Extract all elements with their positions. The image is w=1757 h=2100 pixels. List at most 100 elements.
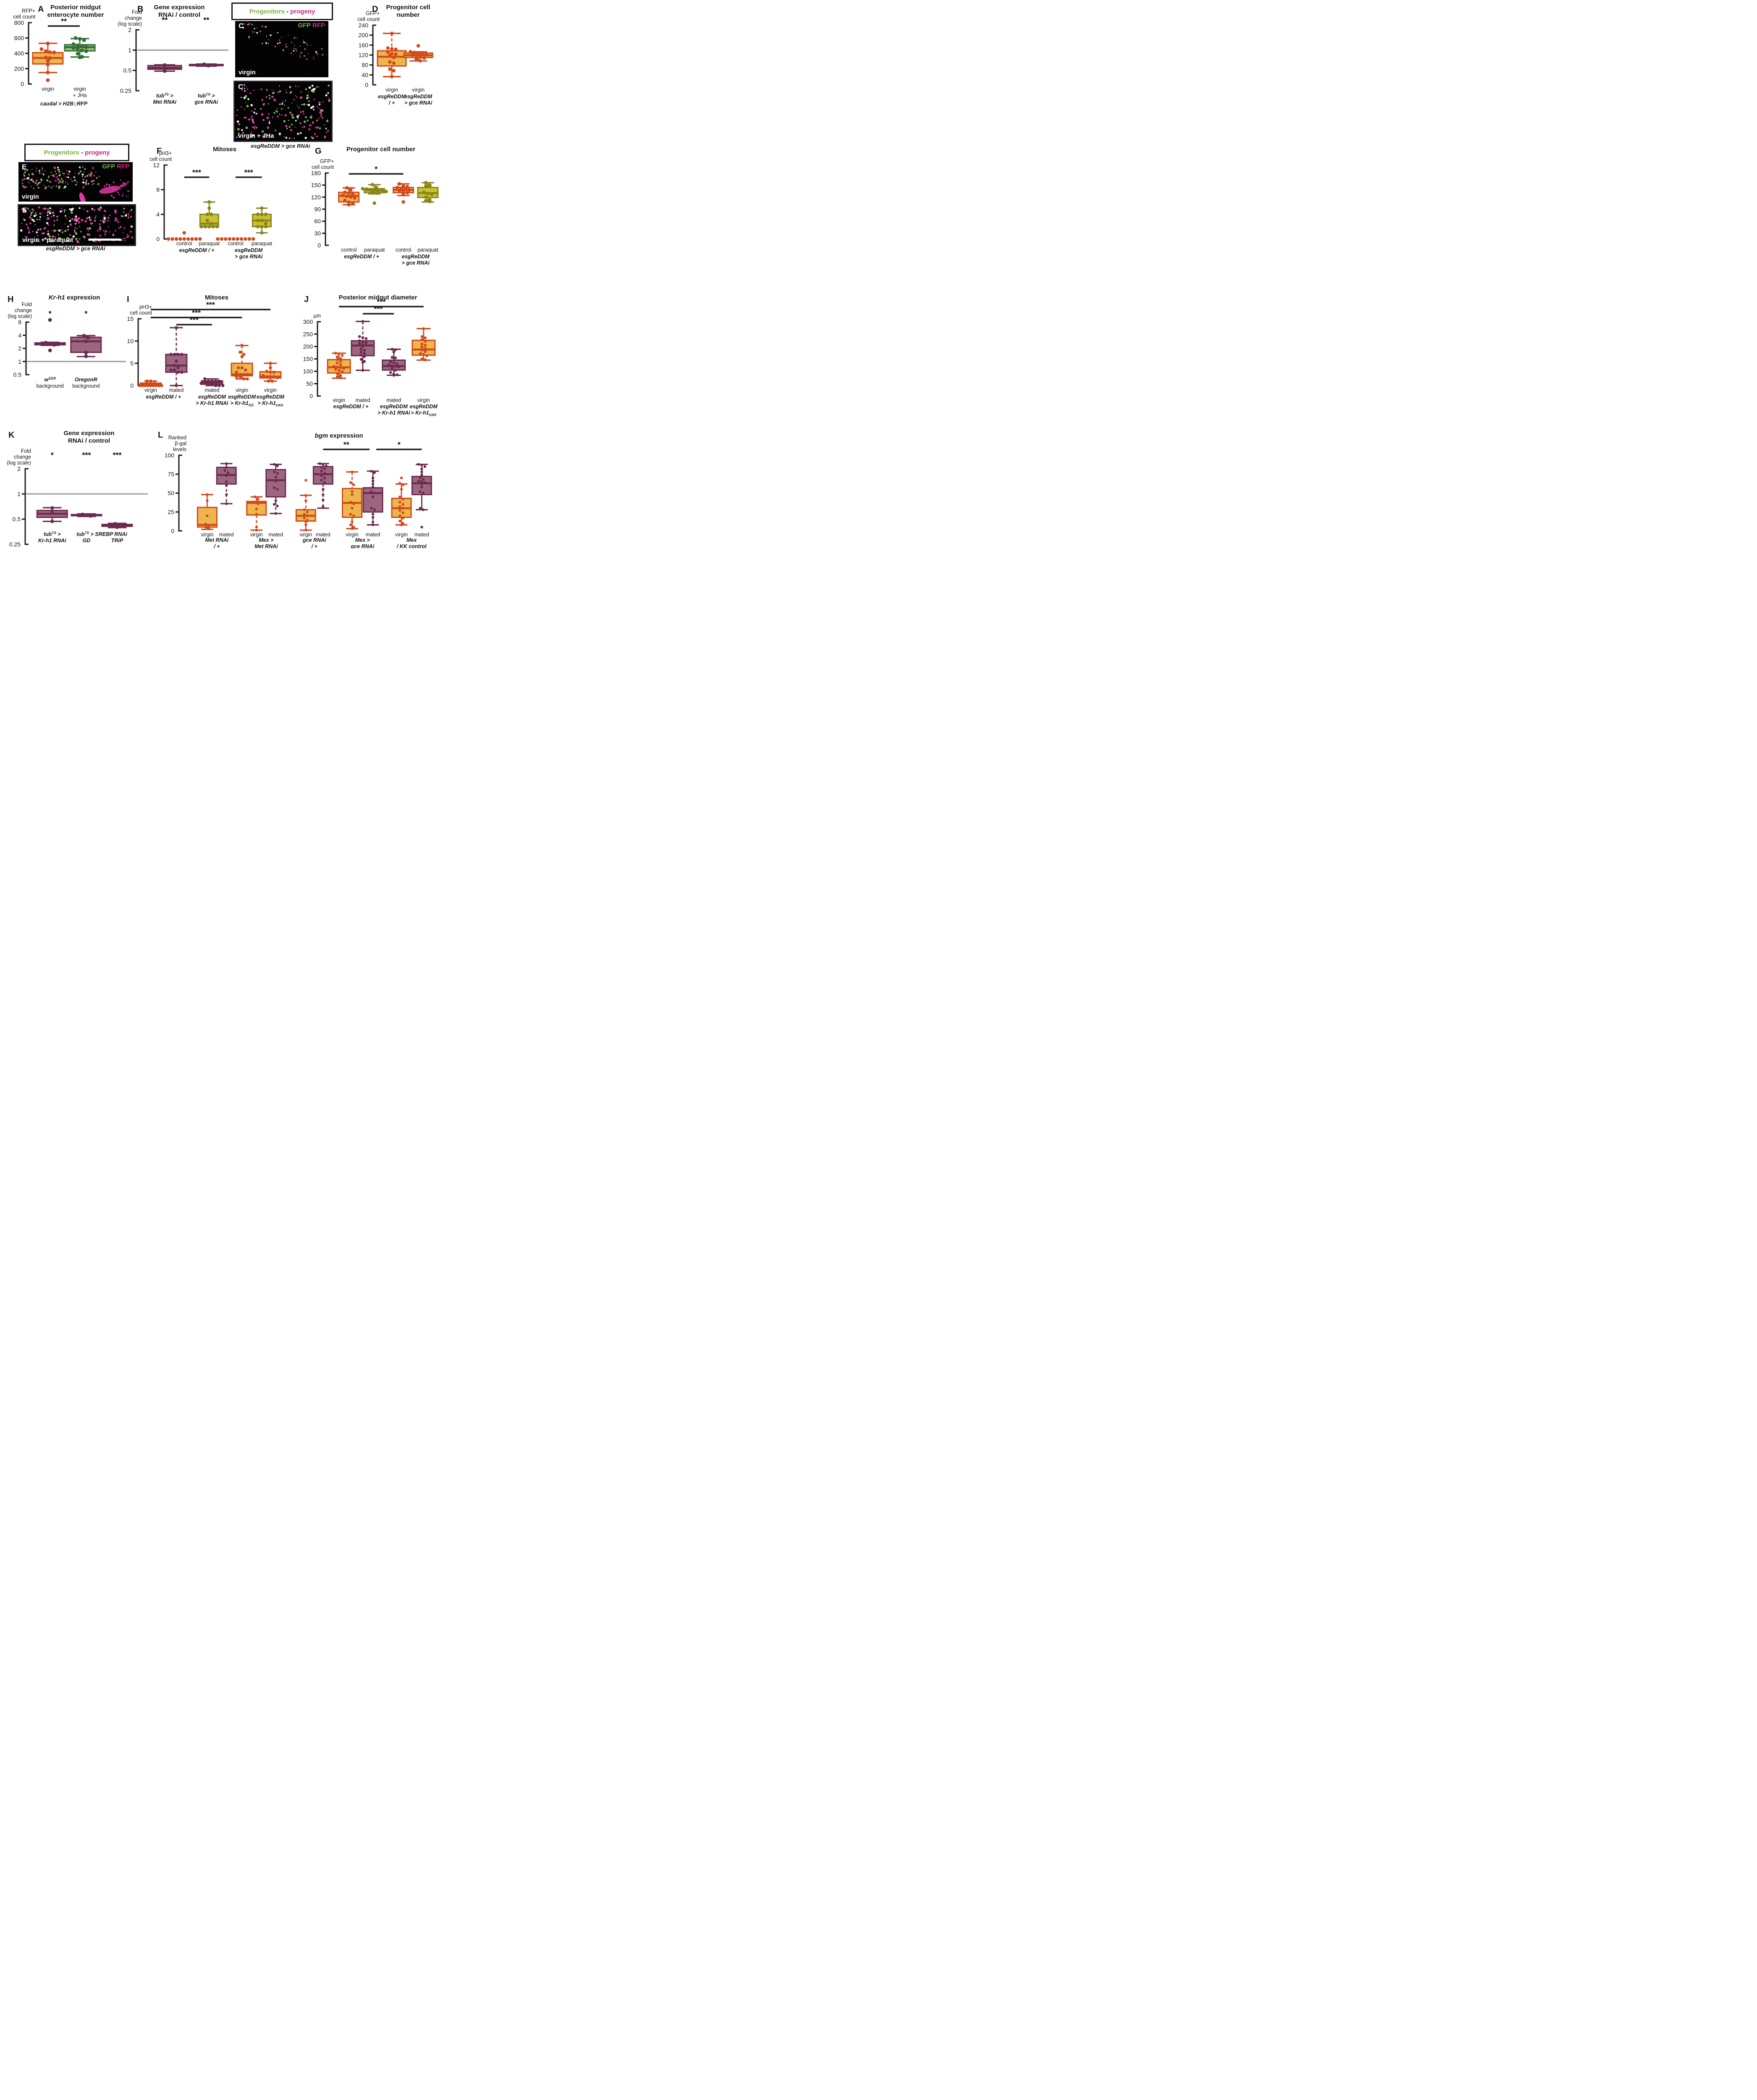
data-point [138, 384, 142, 387]
data-point [420, 464, 423, 467]
micrograph-image-virgin-paraquat: E’ virgin + paraquat [18, 204, 136, 246]
y-tick-label: 180 [311, 170, 321, 176]
data-point [78, 37, 82, 41]
cell-dot [281, 114, 282, 116]
data-point [349, 501, 352, 504]
y-tick-label: 10 [127, 338, 134, 344]
cell-dot [37, 228, 39, 231]
data-point [73, 36, 78, 40]
cell-dot [268, 122, 270, 124]
cell-dot [36, 184, 39, 186]
cell-dot [24, 169, 25, 171]
cell-dot [327, 92, 329, 94]
data-point [320, 466, 323, 469]
cell-dot [288, 137, 291, 139]
cell-dot [302, 39, 304, 41]
data-point [391, 348, 394, 351]
cell-dot [321, 109, 324, 112]
cell-dot [288, 120, 289, 121]
cell-dot [274, 45, 276, 47]
data-point [405, 185, 409, 189]
cell-dot [307, 120, 309, 122]
cell-dot [69, 216, 70, 218]
data-point [260, 206, 264, 210]
cell-dot [242, 131, 244, 134]
box-group [361, 183, 388, 205]
box-group [101, 522, 133, 529]
box-group [351, 320, 375, 372]
cell-dot [255, 113, 257, 115]
cell-dot [90, 172, 93, 175]
cell-dot [65, 215, 66, 217]
cell-dot [291, 137, 293, 139]
cell-dot [56, 219, 58, 221]
cell-dot [93, 209, 95, 211]
data-point [351, 493, 354, 496]
cell-dot [47, 224, 49, 226]
cell-dot [45, 237, 47, 240]
data-point [414, 53, 418, 58]
cell-dot [26, 169, 29, 171]
cell-dot [273, 98, 276, 101]
significance-stars: * [375, 165, 378, 173]
cell-dot [53, 229, 56, 232]
data-point [207, 200, 211, 204]
cell-dot [266, 117, 269, 119]
condition-label: virgin [264, 387, 277, 393]
genotype-label: > Kr-h1GS [230, 400, 254, 407]
cell-dot [126, 234, 128, 236]
cell-dot [246, 86, 247, 87]
micrograph-dots [235, 21, 328, 77]
cell-dot [46, 179, 48, 182]
cell-dot [83, 186, 84, 187]
cell-dot [261, 130, 264, 133]
y-tick-label: 80 [362, 62, 368, 68]
data-point [257, 498, 260, 501]
cell-dot [25, 186, 27, 188]
cell-dot [31, 219, 34, 221]
y-axis-label: cell count [149, 156, 172, 162]
data-point [372, 188, 376, 192]
cell-dot [130, 210, 132, 211]
data-point [48, 342, 52, 346]
data-point [76, 43, 80, 47]
data-point [349, 523, 352, 526]
data-point [365, 344, 368, 347]
y-tick-label: 0.25 [9, 541, 21, 548]
genotype-label: esgReDDM / + [344, 254, 379, 260]
cell-dot [42, 169, 43, 171]
panel-letter: A [38, 5, 44, 14]
progenitors-label: Progenitors [44, 149, 79, 156]
cell-dot [312, 121, 314, 124]
cell-dot [281, 108, 283, 110]
y-tick-label: 300 [303, 318, 313, 325]
cell-dot [289, 111, 292, 114]
data-point [422, 190, 426, 194]
condition-label: control [228, 241, 244, 247]
data-point [422, 327, 425, 330]
data-point [210, 381, 214, 385]
cell-dot [313, 58, 315, 60]
cell-dot [316, 119, 318, 121]
data-point [247, 237, 251, 241]
y-axis-label: GFP+ [320, 158, 334, 164]
data-point [204, 525, 207, 529]
cell-dot [253, 126, 255, 129]
significance-stars: *** [192, 309, 201, 317]
y-tick-label: 0.5 [123, 67, 132, 74]
cell-dot [86, 210, 89, 213]
y-tick-label: 250 [303, 331, 313, 338]
data-point [144, 384, 147, 387]
cell-dot [117, 192, 119, 194]
box-group [341, 470, 362, 530]
data-point [352, 514, 355, 517]
cell-dot [315, 127, 316, 129]
data-point [173, 353, 176, 356]
cell-dot [43, 184, 45, 186]
cell-dot [245, 116, 247, 119]
data-point [205, 213, 209, 216]
box-group [165, 326, 188, 387]
cell-dot [300, 52, 302, 54]
cell-dot [279, 39, 281, 41]
